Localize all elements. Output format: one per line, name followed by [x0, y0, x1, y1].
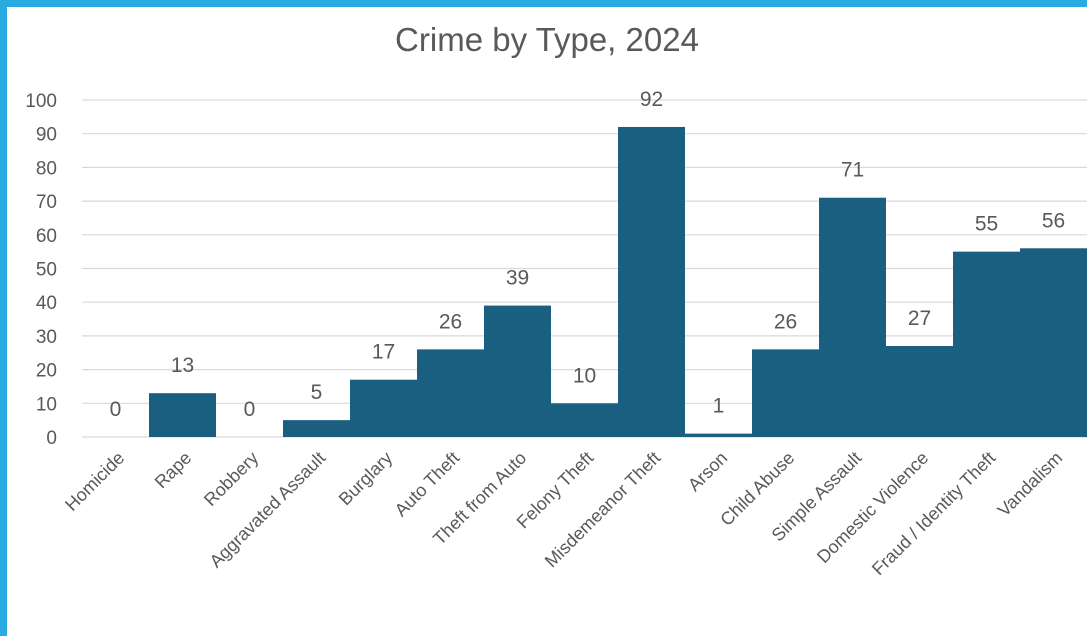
- bar: [752, 349, 819, 437]
- x-category-label: Aggravated Assault: [206, 448, 330, 572]
- data-label: 17: [372, 341, 395, 364]
- data-label: 13: [171, 354, 194, 377]
- data-label: 55: [975, 213, 998, 236]
- y-tick-label: 80: [36, 158, 57, 179]
- bar: [417, 349, 484, 437]
- bar-chart: 0 10 20 30 40 50 60 70 80 90 100 0 13 0 5 17 26 39 10 92 1 2…: [25, 88, 1087, 579]
- x-category-label: Domestic Violence: [813, 448, 932, 567]
- bar: [283, 420, 350, 437]
- x-category-label: Fraud / Identity Theft: [868, 448, 999, 579]
- x-category-label: Rape: [151, 448, 196, 493]
- bars: [149, 126, 1087, 438]
- y-tick-label: 60: [36, 226, 57, 247]
- data-label: 71: [841, 159, 864, 182]
- data-labels: 0 13 0 5 17 26 39 10 92 1 26 71 27 55 56: [110, 88, 1066, 421]
- bar: [819, 197, 886, 437]
- y-tick-label: 30: [36, 327, 57, 348]
- bar: [685, 433, 752, 437]
- data-label: 10: [573, 364, 596, 387]
- x-category-label: Robbery: [200, 448, 262, 510]
- x-category-label: Auto Theft: [391, 448, 464, 521]
- data-label: 0: [244, 398, 256, 421]
- bar: [1020, 248, 1087, 437]
- bar: [953, 251, 1020, 437]
- data-label: 92: [640, 88, 663, 111]
- bar: [886, 346, 953, 437]
- data-label: 56: [1042, 209, 1065, 232]
- data-label: 5: [311, 381, 323, 404]
- y-tick-label: 70: [36, 192, 57, 213]
- data-label: 1: [713, 395, 725, 418]
- data-label: 26: [774, 310, 797, 333]
- x-category-label: Misdemeanor Theft: [541, 448, 665, 572]
- data-label: 39: [506, 267, 529, 290]
- data-label: 0: [110, 398, 122, 421]
- y-tick-label: 50: [36, 260, 57, 281]
- y-tick-label: 0: [46, 428, 57, 449]
- bar: [551, 403, 618, 437]
- x-category-label: Burglary: [335, 448, 397, 510]
- data-label: 26: [439, 310, 462, 333]
- x-category-label: Homicide: [61, 448, 128, 515]
- chart-frame: Crime by Type, 2024 0 10 20 30 40 50 60 70 80 90 1…: [7, 7, 1087, 636]
- bar: [618, 126, 685, 438]
- y-tick-label: 10: [36, 394, 57, 415]
- y-tick-label: 40: [36, 293, 57, 314]
- y-tick-label: 20: [36, 361, 57, 382]
- bar: [350, 379, 417, 437]
- bar: [149, 393, 216, 437]
- y-tick-label: 100: [25, 91, 57, 112]
- x-category-label: Arson: [684, 448, 731, 495]
- chart-title: Crime by Type, 2024: [395, 21, 699, 58]
- y-tick-label: 90: [36, 125, 57, 146]
- bar: [484, 305, 551, 437]
- x-category-label: Vandalism: [994, 448, 1067, 521]
- data-label: 27: [908, 307, 931, 330]
- y-axis-ticks: 0 10 20 30 40 50 60 70 80 90 100: [25, 91, 57, 449]
